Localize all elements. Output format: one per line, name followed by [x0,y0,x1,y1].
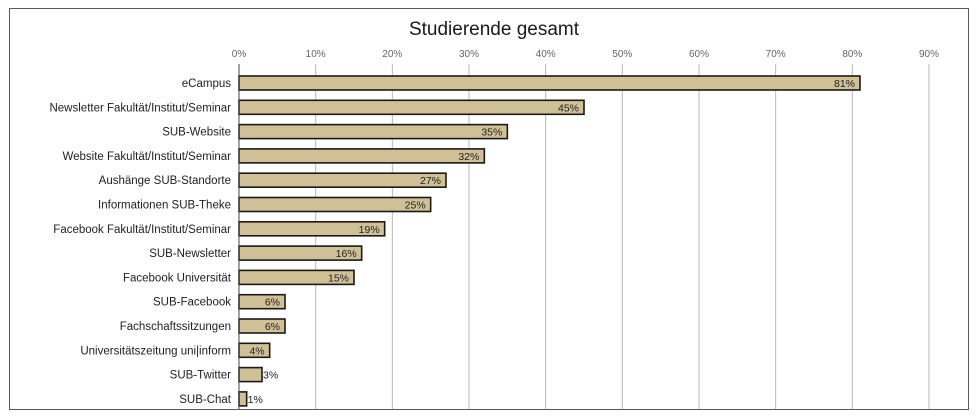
x-tick-label: 30% [459,49,479,60]
x-axis-ticks: 0% 10% 20% 30% 40% 50% 60% 70% 80% 90% [232,49,939,60]
bar [238,391,248,407]
data-label: 35% [481,127,502,139]
category-label: Newsletter Fakultät/Institut/Seminar [49,102,231,114]
data-label: 25% [405,200,426,212]
bar [238,196,432,213]
category-label: Aushänge SUB-Standorte [99,175,231,187]
x-tick-label: 50% [612,49,632,60]
chart-title: Studierende gesamt [409,19,580,40]
x-tick-label: 20% [382,49,402,60]
data-label: 16% [336,248,357,260]
data-label: 81% [834,78,855,90]
category-label: SUB-Facebook [153,297,231,309]
x-tick-label: 0% [232,49,247,60]
data-label: 6% [265,321,280,333]
data-label: 4% [249,345,264,357]
x-tick-label: 60% [689,49,709,60]
x-tick-label: 40% [536,49,556,60]
value-labels: 81%45%35%32%27%25%19%16%15%6%6%4%3%1% [248,78,855,406]
bar-chart: Studierende gesamt 0% 10% 20% 30% 40% 50% 60% 7… [49,19,939,409]
bar [238,75,861,91]
chart-frame: Studierende gesamt 0% 10% 20% 30% 40% 50% 60% 7… [9,8,969,410]
x-tick-label: 10% [306,49,326,60]
data-label: 32% [458,151,479,163]
bar [238,99,585,116]
data-label: 27% [420,175,441,187]
category-label: Fachschaftssitzungen [120,321,231,333]
bar [238,366,263,383]
category-label: Website Fakultät/Institut/Seminar [62,151,231,163]
category-label: SUB-Chat [179,394,232,406]
category-label: SUB-Newsletter [149,248,231,260]
data-label: 6% [265,297,280,309]
category-label: Informationen SUB-Theke [98,200,231,212]
category-label: SUB-Twitter [170,370,232,382]
bars [238,75,861,407]
x-tick-label: 80% [842,49,862,60]
bar [238,148,486,164]
x-tick-label: 70% [766,49,786,60]
data-label: 3% [263,370,278,382]
data-label: 15% [328,272,349,284]
grid-lines [315,64,930,409]
category-label: Universitätszeitung uni|inform [80,345,231,357]
category-label: Facebook Universität [123,272,232,284]
data-label: 45% [558,102,579,114]
category-label: SUB-Website [162,127,231,139]
bar [238,172,447,188]
data-label: 1% [248,394,263,406]
x-tick-label: 90% [919,49,939,60]
category-label: Facebook Fakultät/Institut/Seminar [53,224,231,236]
category-labels: eCampus Newsletter Fakultät/Institut/Semi… [49,78,231,406]
category-label: eCampus [182,78,231,90]
bar [238,123,509,140]
data-label: 19% [359,224,380,236]
